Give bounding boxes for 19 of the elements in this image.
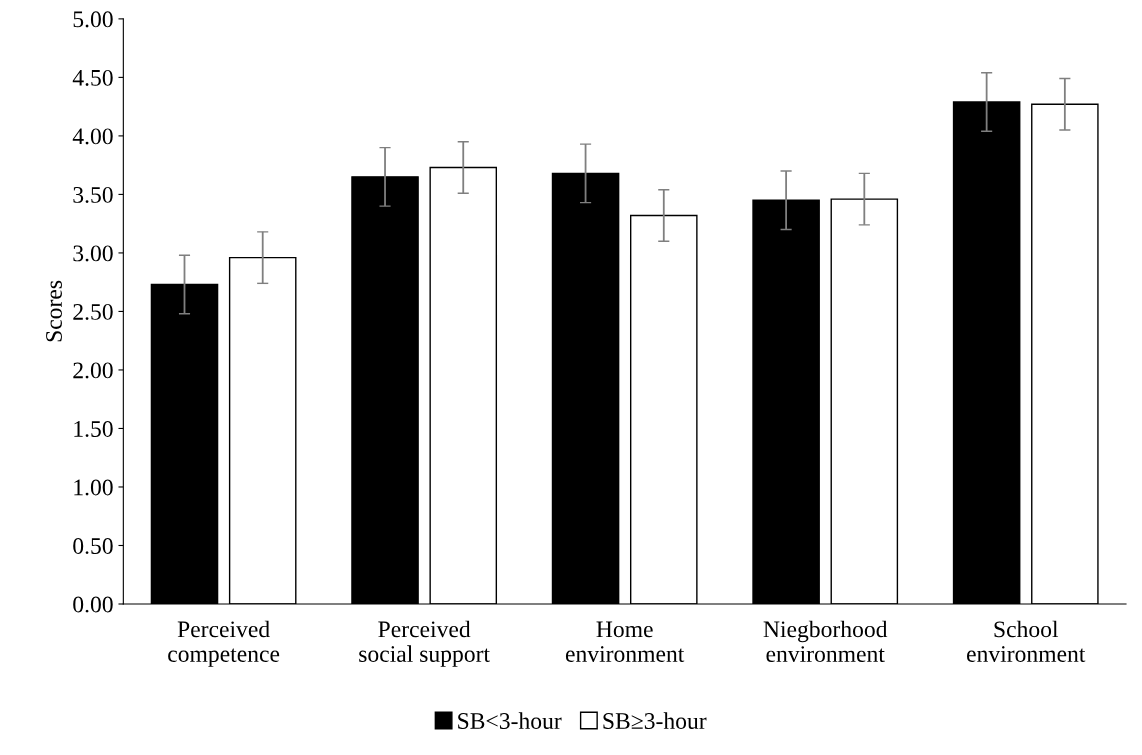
y-tick-label: 4.50 — [72, 69, 113, 86]
y-tick-label: 0.00 — [73, 596, 113, 613]
x-tick-label: Perceived social support — [359, 620, 490, 667]
x-tick-label: School environment — [967, 620, 1086, 662]
legend-label: SB<3-hour — [458, 712, 562, 729]
y-tick-label: 2.00 — [73, 362, 113, 379]
y-axis-title: Scores — [46, 280, 62, 342]
y-tick-label: 5.00 — [73, 11, 113, 28]
x-tick-label: Home environment — [565, 621, 685, 662]
y-tick-label: 4.00 — [72, 128, 113, 145]
y-tick-label: 3.50 — [73, 186, 113, 203]
y-tick-label: 1.00 — [74, 479, 113, 496]
y-tick-label: 3.00 — [73, 245, 113, 262]
y-tick-label: 0.50 — [73, 537, 113, 555]
legend-label: SB≥3-hour — [603, 712, 707, 729]
y-tick-label: 2.50 — [73, 303, 113, 320]
x-tick-label: Niegborhood environment — [763, 620, 888, 663]
y-tick-label: 1.50 — [74, 420, 113, 437]
x-tick-label: Perceived competence — [168, 620, 280, 667]
